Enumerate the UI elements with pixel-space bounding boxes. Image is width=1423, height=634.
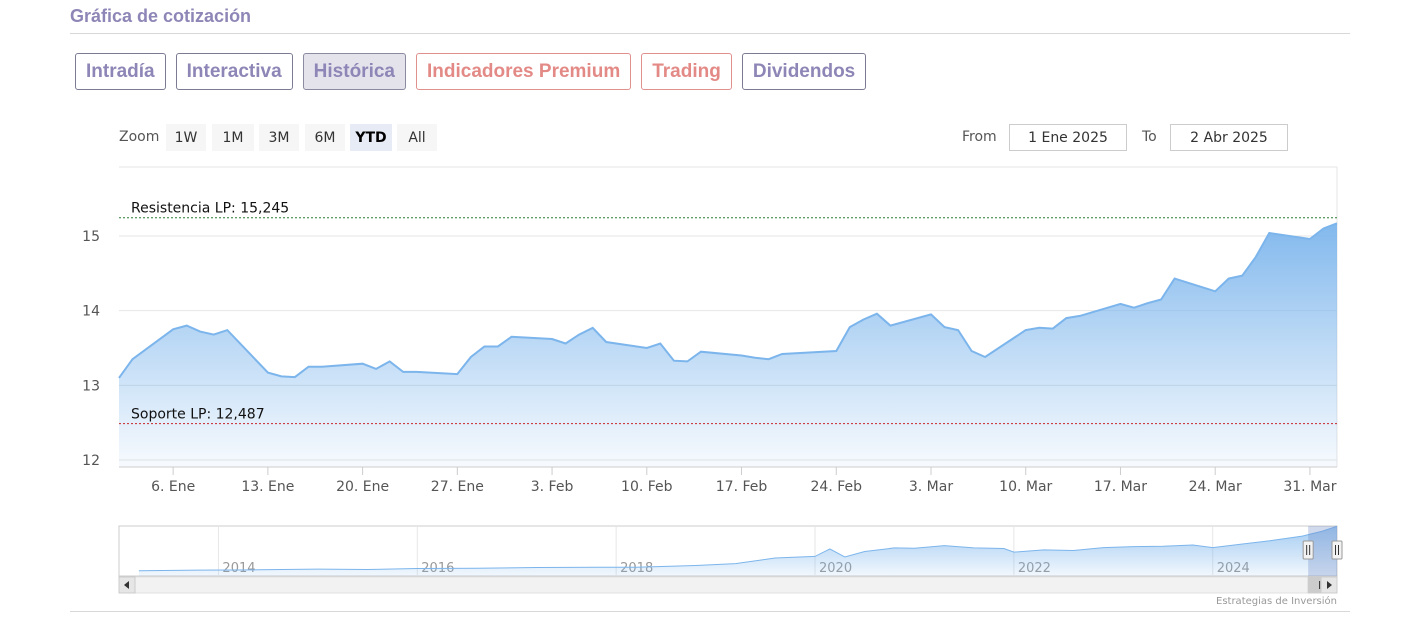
zoom-1m-button[interactable]: 1M xyxy=(212,124,254,151)
x-tick-label: 24. Feb xyxy=(811,479,863,495)
x-tick-label: 17. Mar xyxy=(1094,479,1147,495)
to-label: To xyxy=(1142,129,1157,145)
x-tick-label: 10. Mar xyxy=(999,479,1052,495)
support-label: Soporte LP: 12,487 xyxy=(131,407,265,423)
handle-box xyxy=(1331,540,1343,560)
zoom-3m-button[interactable]: 3M xyxy=(259,124,299,151)
tab-dividendos[interactable]: Dividendos xyxy=(741,53,867,90)
x-tick-label: 3. Feb xyxy=(531,479,574,495)
price-area xyxy=(119,223,1337,467)
from-label: From xyxy=(962,129,997,145)
chevron-right-icon xyxy=(1327,581,1332,589)
chart-credits: Estrategias de Inversión xyxy=(1216,596,1337,607)
tab-trading[interactable]: Trading xyxy=(641,53,732,90)
x-tick-label: 13. Ene xyxy=(241,479,294,495)
tab-intradia[interactable]: Intradía xyxy=(75,53,166,90)
resistance-label: Resistencia LP: 15,245 xyxy=(131,201,289,217)
x-tick-label: 6. Ene xyxy=(151,479,195,495)
tab-indicadores-premium[interactable]: Indicadores Premium xyxy=(415,53,632,90)
title-divider xyxy=(70,33,1350,34)
chevron-left-icon xyxy=(124,581,129,589)
footer-divider xyxy=(70,611,1350,612)
x-tick-label: 20. Ene xyxy=(336,479,389,495)
navigator-handle-right[interactable] xyxy=(1331,540,1343,560)
zoom-ytd-button[interactable]: YTD xyxy=(350,124,392,151)
handle-box xyxy=(1302,540,1314,560)
zoom-1w-button[interactable]: 1W xyxy=(166,124,206,151)
navigator-line xyxy=(138,525,1338,572)
zoom-all-button[interactable]: All xyxy=(397,124,437,151)
price-line xyxy=(118,222,1338,379)
tab-interactiva[interactable]: Interactiva xyxy=(175,53,293,90)
y-tick-label: 12 xyxy=(82,453,100,469)
tab-historica[interactable]: Histórica xyxy=(302,53,406,90)
x-tick-label: 31. Mar xyxy=(1283,479,1336,495)
y-tick-label: 13 xyxy=(82,378,100,394)
x-tick-label: 24. Mar xyxy=(1189,479,1242,495)
x-tick-label: 27. Ene xyxy=(431,479,484,495)
navigator-area xyxy=(138,526,1337,576)
y-tick-label: 15 xyxy=(82,229,100,245)
zoom-6m-button[interactable]: 6M xyxy=(305,124,345,151)
y-tick-label: 14 xyxy=(82,304,100,320)
chart-tabs: Intradía Interactiva Histórica Indicador… xyxy=(75,53,867,90)
x-tick-label: 17. Feb xyxy=(716,479,768,495)
x-tick-label: 10. Feb xyxy=(621,479,673,495)
to-date-input[interactable] xyxy=(1170,124,1288,151)
scrollbar-track[interactable] xyxy=(118,576,1338,594)
x-tick-label: 3. Mar xyxy=(909,479,953,495)
zoom-label: Zoom xyxy=(119,129,160,145)
from-date-input[interactable] xyxy=(1009,124,1127,151)
section-title: Gráfica de cotización xyxy=(70,6,252,26)
navigator-handle-left[interactable] xyxy=(1302,540,1314,560)
